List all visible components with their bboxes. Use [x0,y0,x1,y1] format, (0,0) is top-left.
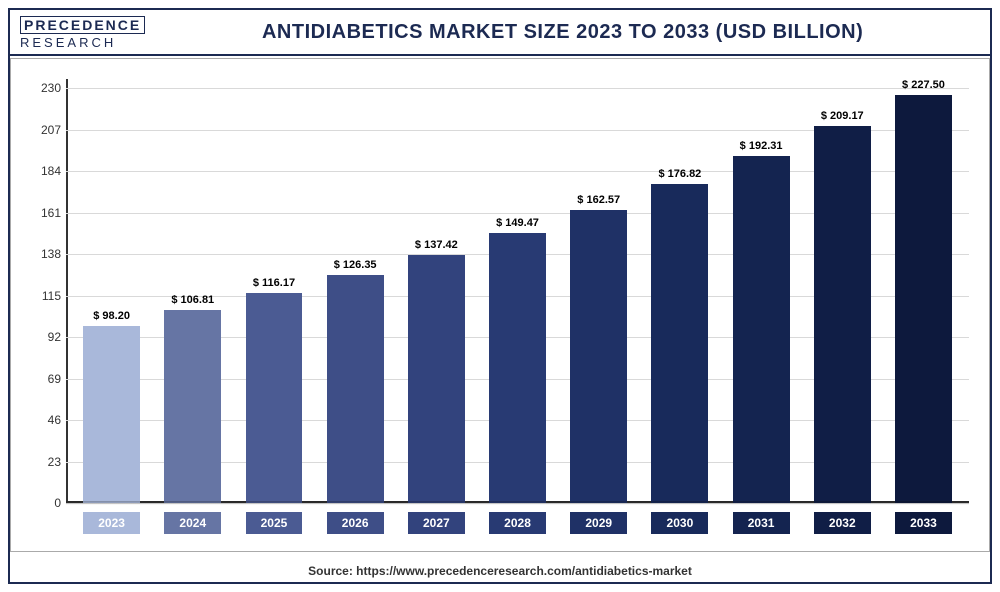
source-prefix: Source: [308,564,356,578]
x-label: 2026 [315,509,396,537]
y-tick-label: 207 [26,123,61,137]
y-tick-label: 115 [26,289,61,303]
bar-slot: $ 192.31 [721,79,802,503]
y-tick-label: 23 [26,455,61,469]
bar-slot: $ 149.47 [477,79,558,503]
bar-slot: $ 116.17 [233,79,314,503]
bar-slot: $ 162.57 [558,79,639,503]
header: PRECEDENCE RESEARCH ANTIDIABETICS MARKET… [10,10,990,56]
bar [83,326,140,503]
x-label-text: 2024 [164,512,221,534]
y-tick-label: 92 [26,330,61,344]
bar [246,293,303,503]
bar-value-label: $ 98.20 [93,310,130,322]
y-tick-label: 46 [26,413,61,427]
bar [570,210,627,503]
x-label-text: 2028 [489,512,546,534]
logo: PRECEDENCE RESEARCH [20,16,145,49]
chart-region: 023466992115138161184207230 $ 98.20$ 106… [66,79,969,503]
bar-value-label: $ 209.17 [821,110,864,122]
bar [895,95,952,503]
bar-value-label: $ 162.57 [577,194,620,206]
x-label-text: 2033 [895,512,952,534]
x-label-text: 2027 [408,512,465,534]
chart-title: ANTIDIABETICS MARKET SIZE 2023 TO 2033 (… [145,21,980,44]
y-tick-label: 69 [26,372,61,386]
x-label: 2033 [883,509,964,537]
x-label-text: 2026 [327,512,384,534]
bar [164,310,221,503]
bar-slot: $ 106.81 [152,79,233,503]
bar [327,275,384,503]
y-tick-label: 184 [26,164,61,178]
x-label: 2031 [721,509,802,537]
source-citation: Source: https://www.precedenceresearch.c… [0,564,1000,578]
bar-slot: $ 126.35 [315,79,396,503]
bar-slot: $ 176.82 [639,79,720,503]
x-label: 2030 [639,509,720,537]
x-axis-labels: 2023 2024 2025 2026 2027 2028 2029 2030 2031 2032… [66,509,969,537]
bar [651,184,708,503]
bar-slot: $ 137.42 [396,79,477,503]
x-label-text: 2029 [570,512,627,534]
y-tick-label: 230 [26,81,61,95]
x-label: 2025 [233,509,314,537]
bar [408,255,465,503]
bar-value-label: $ 192.31 [740,140,783,152]
logo-line-2: RESEARCH [20,36,145,49]
bar-slot: $ 209.17 [802,79,883,503]
x-label: 2027 [396,509,477,537]
logo-line-1: PRECEDENCE [20,16,145,34]
bar-value-label: $ 149.47 [496,217,539,229]
x-label-text: 2030 [651,512,708,534]
x-label-text: 2031 [733,512,790,534]
bar-value-label: $ 176.82 [658,168,701,180]
y-tick-label: 0 [26,496,61,510]
bar-value-label: $ 227.50 [902,79,945,91]
bar [489,233,546,503]
bar-value-label: $ 116.17 [253,277,295,289]
bar [814,126,871,503]
x-label-text: 2032 [814,512,871,534]
x-label: 2023 [71,509,152,537]
source-url: https://www.precedenceresearch.com/antid… [356,564,692,578]
bar-value-label: $ 126.35 [334,259,377,271]
y-tick-label: 138 [26,247,61,261]
bar-slot: $ 227.50 [883,79,964,503]
x-label-text: 2025 [246,512,303,534]
bar-value-label: $ 106.81 [171,294,214,306]
x-label: 2029 [558,509,639,537]
bar [733,156,790,503]
bars: $ 98.20 $ 106.81 $ 116.17 $ 126.35 $ 137.42 $… [66,79,969,503]
bar-slot: $ 98.20 [71,79,152,503]
axis-shadow [66,501,969,505]
x-label-text: 2023 [83,512,140,534]
x-label: 2024 [152,509,233,537]
y-tick-label: 161 [26,206,61,220]
x-label: 2028 [477,509,558,537]
x-label: 2032 [802,509,883,537]
plot-area: 0 23 46 69 92 115 138 161 184 207 230 $ 98.20 $ 106… [10,58,990,552]
bar-value-label: $ 137.42 [415,239,458,251]
